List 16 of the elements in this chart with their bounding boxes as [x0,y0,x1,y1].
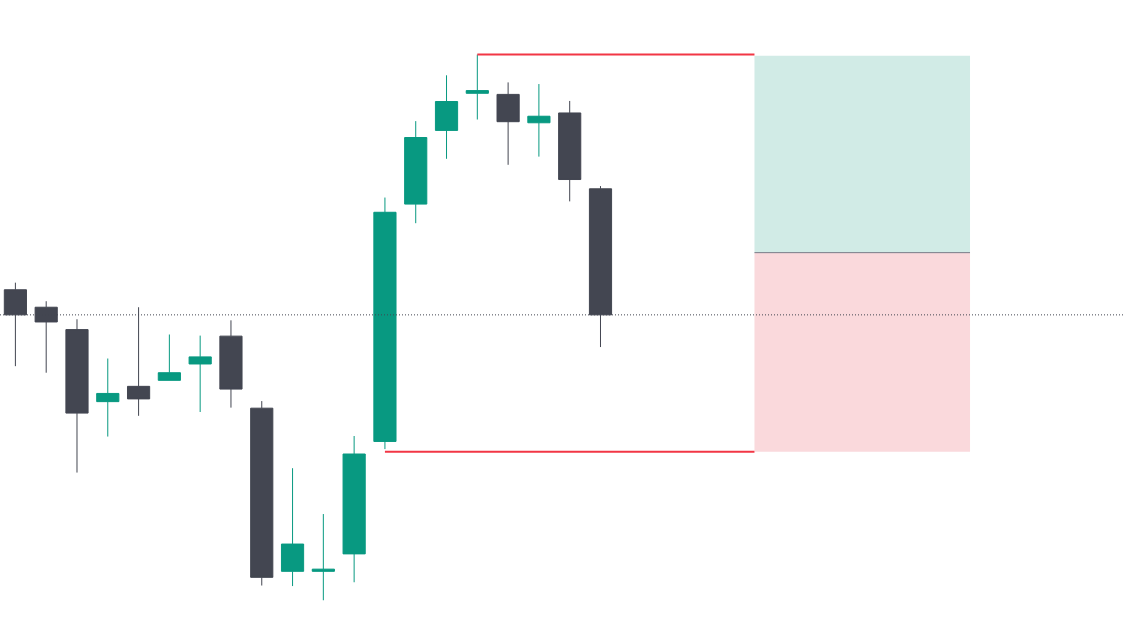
candlestick [496,81,520,166]
candlestick [157,334,181,381]
candlestick [465,54,489,121]
candlestick [558,100,582,202]
candlestick [404,120,428,224]
candlestick [311,513,335,601]
candlestick [280,467,305,587]
candlestick [250,400,274,587]
candlestick [342,435,366,583]
candlestick [188,335,212,413]
candlestick [219,319,243,409]
candlestick [65,318,89,474]
candlestick [434,74,459,160]
candlestick [373,197,397,450]
candlestick [96,358,120,438]
candlestick [527,83,551,158]
